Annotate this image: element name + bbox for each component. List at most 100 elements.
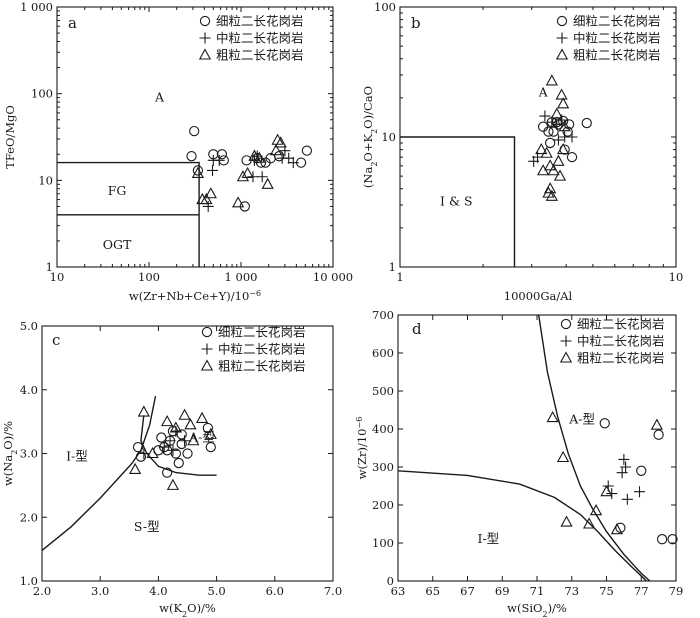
data-point-triangle <box>184 418 197 430</box>
data-point-triangle <box>236 170 250 182</box>
x-tick-label: 6.0 <box>266 584 284 598</box>
data-point-triangle <box>589 504 603 516</box>
data-point-triangle <box>161 414 174 427</box>
data-point-triangle <box>558 120 571 132</box>
data-point-triangle <box>557 97 570 109</box>
data-point-triangle <box>545 74 558 86</box>
data-point-triangle <box>553 169 567 181</box>
data-point-triangle <box>231 196 245 208</box>
data-point-triangle <box>204 427 217 439</box>
data-point-triangle <box>547 164 560 176</box>
data-point-triangle <box>540 146 553 158</box>
x-axis-label: w(SiO2)/% <box>507 601 567 618</box>
data-point-plus <box>167 444 179 456</box>
data-point-circle <box>545 137 556 149</box>
data-point-triangle <box>536 164 550 176</box>
panel-letter: d <box>412 320 422 338</box>
x-tick-label: 1 000 <box>225 270 258 284</box>
data-point-circle <box>176 429 187 440</box>
data-point-circle <box>156 432 167 443</box>
x-tick-label: 10 <box>669 270 684 284</box>
data-point-triangle <box>146 446 159 459</box>
y-tick-label: 200 <box>372 498 394 512</box>
plot-frame <box>56 6 334 268</box>
y-tick-label: 0 <box>387 574 394 588</box>
legend-marker-triangle <box>555 48 569 60</box>
data-point-circle <box>656 534 668 545</box>
region-label: I-型 <box>66 449 88 464</box>
data-point-plus <box>170 425 182 437</box>
data-point-plus <box>206 164 218 176</box>
x-tick-label: 63 <box>391 584 406 598</box>
data-point-circle <box>189 125 200 137</box>
data-point-circle <box>581 117 592 129</box>
panel-letter: a <box>68 14 77 32</box>
chart-panel-c: 2.0 3.0 4.0 5.0 6.0 7.01.02.03.04.05.0I-型A-型S… <box>1 319 342 618</box>
data-point-plus <box>551 118 563 130</box>
data-point-triangle <box>137 405 150 417</box>
data-point-triangle <box>552 154 565 166</box>
x-tick-label: 7.0 <box>324 584 342 598</box>
legend-label: 中粒二长花岗岩 <box>577 334 665 349</box>
data-point-triangle <box>555 88 568 100</box>
legend-label: 中粒二长花岗岩 <box>218 342 306 357</box>
x-tick-label: 4.0 <box>149 584 167 598</box>
region-label: A <box>154 90 165 105</box>
data-point-triangle <box>195 411 209 423</box>
legend-marker-triangle <box>200 359 214 371</box>
data-point-circle <box>615 522 626 533</box>
panel-letter: c <box>52 331 60 349</box>
x-axis-label: w(Zr+Nb+Ce+Y)/10−6 <box>129 289 261 304</box>
data-point-plus <box>287 157 299 169</box>
data-point-triangle <box>600 485 613 497</box>
data-point-circle <box>202 422 214 434</box>
data-point-plus <box>213 154 225 166</box>
legend-marker-triangle <box>559 351 573 363</box>
x-tick-label: 1 <box>396 270 403 284</box>
data-point-triangle <box>582 517 596 529</box>
y-tick-label: 1.0 <box>20 574 38 588</box>
legend-label: 中粒二长花岗岩 <box>216 31 304 46</box>
data-point-triangle <box>178 408 191 420</box>
x-tick-label: 2.0 <box>33 584 51 598</box>
y-tick-label: 5.0 <box>20 319 38 333</box>
data-point-circle <box>216 149 228 160</box>
y-tick-label: 500 <box>372 384 394 398</box>
y-tick-label: 100 <box>31 87 53 101</box>
chart-panel-d: 63 65 67 69 71 73 75 77 79 0 100 200 300 400 500 600 700… <box>355 308 684 618</box>
data-point-circle <box>599 418 610 429</box>
data-point-triangle <box>128 462 142 474</box>
x-axis-label: 10000Ga/Al <box>504 289 573 303</box>
x-tick-label: 10 <box>50 270 65 284</box>
data-point-circle <box>566 151 578 163</box>
y-axis-label: TFeO/MgO <box>3 105 17 169</box>
data-point-plus <box>616 467 628 479</box>
data-point-triangle <box>650 418 664 430</box>
region-label: I-型 <box>478 531 500 546</box>
field-boundary <box>398 470 647 581</box>
region-label: FG <box>108 183 127 198</box>
panel-letter: b <box>411 14 421 32</box>
y-tick-label: 700 <box>372 308 394 322</box>
field-boundary <box>538 315 651 581</box>
data-point-plus <box>158 441 170 453</box>
data-point-triangle <box>200 192 213 205</box>
data-point-triangle <box>204 187 217 199</box>
x-tick-label: 73 <box>564 584 579 598</box>
legend-label: 粗粒二长花岗岩 <box>577 351 665 366</box>
data-point-circle <box>543 126 554 137</box>
data-point-circle <box>192 165 204 176</box>
y-tick-label: 100 <box>374 0 396 14</box>
y-tick-label: 3.0 <box>20 447 38 461</box>
y-tick-label: 10 <box>381 130 396 144</box>
y-tick-label: 2.0 <box>20 510 38 524</box>
data-point-circle <box>161 467 173 478</box>
y-tick-label: 1 <box>46 260 53 274</box>
data-point-triangle <box>545 189 558 201</box>
x-tick-label: 10 000 <box>313 270 353 284</box>
data-point-circle <box>667 534 678 545</box>
x-axis-label: w(K2O)/% <box>159 601 216 618</box>
legend-label: 中粒二长花岗岩 <box>573 31 661 46</box>
y-tick-label: 1 <box>389 260 396 274</box>
